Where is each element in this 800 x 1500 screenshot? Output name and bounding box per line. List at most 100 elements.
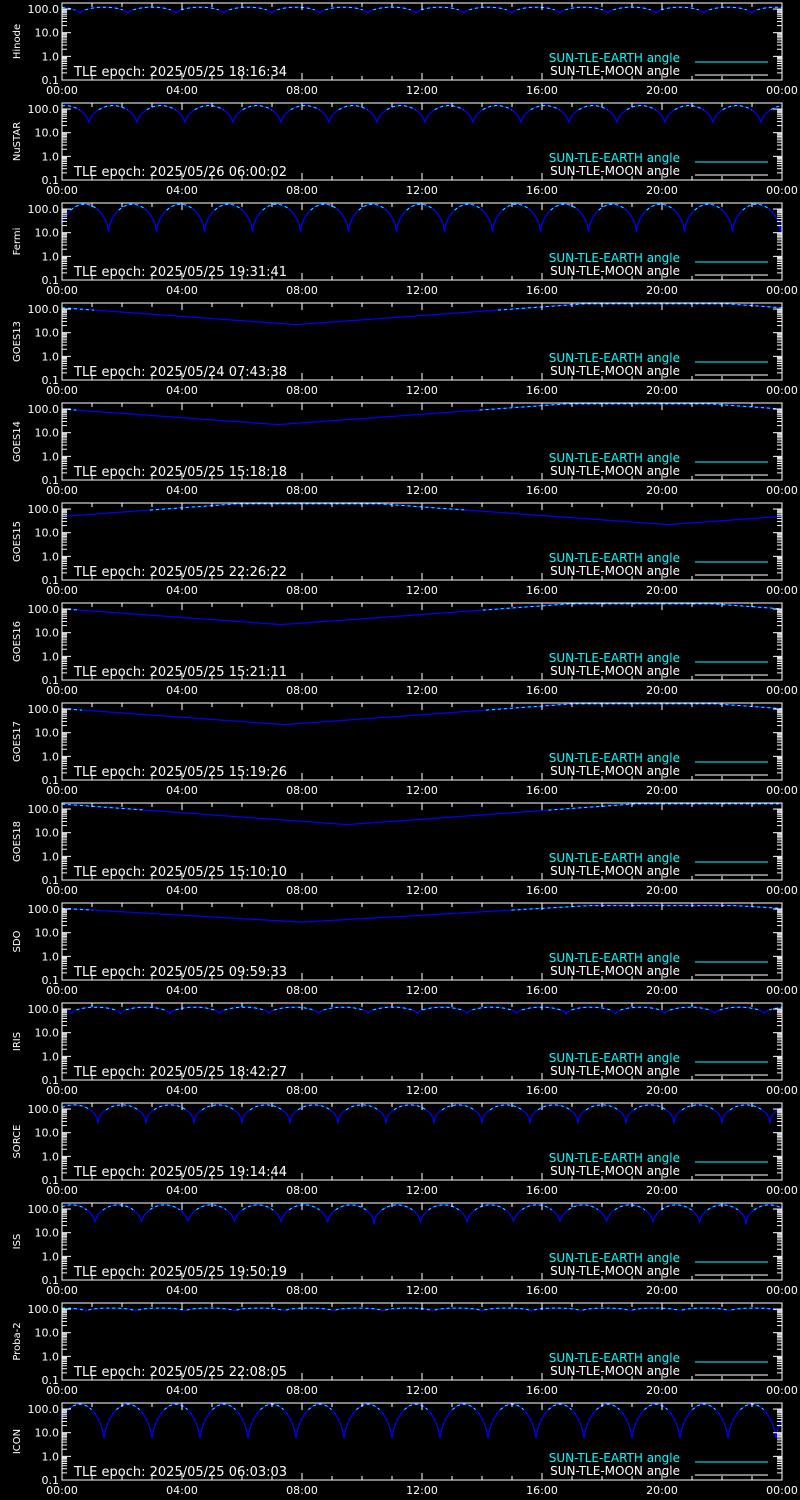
earth-angle-peak-segment xyxy=(297,1104,331,1111)
legend-earth-label: SUN-TLE-EARTH angle xyxy=(549,1051,680,1065)
panel-nustar: 100.0 10.0 1.0 0.1 00:00 04:00 08:00 12:00 16:00… xyxy=(0,100,800,200)
legend-earth-label: SUN-TLE-EARTH angle xyxy=(549,1251,680,1265)
x-tick-label: 12:00 xyxy=(406,1084,438,1097)
x-tick-label: 00:00 xyxy=(46,1384,78,1397)
x-tick-label: 16:00 xyxy=(526,684,558,697)
earth-angle-peak-segment xyxy=(164,1403,188,1411)
earth-angle-peak-segment xyxy=(262,203,291,211)
x-tick-label: 16:00 xyxy=(526,984,558,997)
y-tick-label: 0.1 xyxy=(42,1374,60,1387)
x-tick-label: 04:00 xyxy=(166,484,198,497)
legend-moon-label: SUN-TLE-MOON angle xyxy=(550,1264,680,1278)
legend-moon-label: SUN-TLE-MOON angle xyxy=(550,1464,680,1478)
legend-moon-label: SUN-TLE-MOON angle xyxy=(550,1064,680,1078)
x-tick-label: 20:00 xyxy=(646,984,678,997)
satellite-name: IRIS xyxy=(12,1032,23,1051)
earth-angle-peak-segment xyxy=(102,1204,134,1211)
legend-earth-label: SUN-TLE-EARTH angle xyxy=(549,351,680,365)
earth-angle-peak-segment xyxy=(88,1307,134,1311)
earth-angle-peak-segment xyxy=(242,105,272,111)
x-tick-label: 00:00 xyxy=(46,284,78,297)
earth-angle-peak-segment xyxy=(626,105,656,111)
panel-iris: 100.0 10.0 1.0 0.1 00:00 04:00 08:00 12:00 16:00… xyxy=(0,1000,800,1100)
satellite-name: Hinode xyxy=(12,24,23,59)
earth-angle-peak-segment xyxy=(308,1403,332,1411)
satellite-name: GOES13 xyxy=(12,321,23,362)
legend-moon-label: SUN-TLE-MOON angle xyxy=(550,1164,680,1178)
earth-angle-peak-segment xyxy=(694,203,723,211)
x-tick-label: 04:00 xyxy=(166,784,198,797)
x-tick-label: 04:00 xyxy=(166,1484,198,1497)
earth-angle-peak-segment xyxy=(214,203,243,211)
x-tick-label: 00:00 xyxy=(766,1184,798,1197)
y-tick-label: 10.0 xyxy=(35,727,60,740)
y-tick-label: 0.1 xyxy=(42,874,60,887)
earth-angle-peak-segment xyxy=(613,6,651,11)
satellite-name: SDO xyxy=(12,930,23,952)
panel-sorce: 100.0 10.0 1.0 0.1 00:00 04:00 08:00 12:00 16:00… xyxy=(0,1100,800,1200)
y-tick-label: 10.0 xyxy=(35,227,60,240)
x-tick-label: 04:00 xyxy=(166,1184,198,1197)
x-tick-label: 00:00 xyxy=(766,1384,798,1397)
y-tick-label: 1.0 xyxy=(42,1250,60,1263)
x-tick-label: 20:00 xyxy=(646,1484,678,1497)
y-tick-label: 1.0 xyxy=(42,950,60,963)
legend-earth-label: SUN-TLE-EARTH angle xyxy=(549,1351,680,1365)
earth-angle-peak-segment xyxy=(290,105,320,111)
earth-angle-peak-segment xyxy=(482,105,512,111)
legend-earth-label: SUN-TLE-EARTH angle xyxy=(549,951,680,965)
panel-plot: 100.010.01.00.100:00 04:00 08:00 12:00 16:00… xyxy=(12,1202,798,1297)
earth-angle-peak-segment xyxy=(323,1006,363,1011)
x-tick-label: 12:00 xyxy=(406,1184,438,1197)
earth-angle-peak-segment xyxy=(85,6,123,11)
panel-plot: 100.010.01.00.100:00 04:00 08:00 12:00 16:00… xyxy=(12,1102,798,1197)
y-tick-label: 0.1 xyxy=(42,674,60,687)
earth-angle-peak-segment xyxy=(224,1006,264,1011)
y-tick-label: 10.0 xyxy=(35,527,60,540)
legend-moon-label: SUN-TLE-MOON angle xyxy=(550,564,680,578)
legend-moon-label: SUN-TLE-MOON angle xyxy=(550,164,680,178)
earth-angle-peak-segment xyxy=(582,1307,629,1311)
x-tick-label: 16:00 xyxy=(526,1184,558,1197)
x-tick-label: 20:00 xyxy=(646,284,678,297)
x-tick-label: 16:00 xyxy=(526,484,558,497)
y-tick-label: 100.0 xyxy=(28,403,60,416)
x-tick-label: 00:00 xyxy=(46,984,78,997)
legend-earth-label: SUN-TLE-EARTH angle xyxy=(549,751,680,765)
x-tick-label: 04:00 xyxy=(166,1384,198,1397)
x-tick-label: 08:00 xyxy=(286,784,318,797)
x-tick-label: 08:00 xyxy=(286,384,318,397)
earth-angle-peak-segment xyxy=(681,1307,728,1311)
panel-plot: 100.010.01.00.100:00 04:00 08:00 12:00 16:00… xyxy=(12,502,798,597)
earth-angle-peak-segment xyxy=(434,1307,480,1311)
tle-epoch: TLE epoch: 2025/05/25 19:14:44 xyxy=(73,1165,287,1180)
legend-earth-label: SUN-TLE-EARTH angle xyxy=(549,1151,680,1165)
legend-earth-label: SUN-TLE-EARTH angle xyxy=(549,451,680,465)
x-tick-label: 20:00 xyxy=(646,184,678,197)
earth-angle-peak-segment xyxy=(153,1104,187,1111)
y-tick-label: 0.1 xyxy=(42,1074,60,1087)
legend-moon-label: SUN-TLE-MOON angle xyxy=(550,964,680,978)
earth-angle-peak-segment xyxy=(335,1204,367,1211)
earth-angle-peak-segment xyxy=(731,1307,778,1311)
x-tick-label: 00:00 xyxy=(766,484,798,497)
tle-epoch: TLE epoch: 2025/05/25 15:18:18 xyxy=(73,465,287,480)
x-tick-label: 00:00 xyxy=(766,884,798,897)
legend-moon-label: SUN-TLE-MOON angle xyxy=(550,864,680,878)
x-tick-label: 12:00 xyxy=(406,1284,438,1297)
x-tick-label: 00:00 xyxy=(766,984,798,997)
x-tick-label: 00:00 xyxy=(766,1284,798,1297)
x-tick-label: 00:00 xyxy=(46,1184,78,1197)
x-tick-label: 16:00 xyxy=(526,884,558,897)
x-tick-label: 04:00 xyxy=(166,384,198,397)
y-tick-label: 1.0 xyxy=(42,1450,60,1463)
x-tick-label: 00:00 xyxy=(46,1284,78,1297)
earth-angle-peak-segment xyxy=(421,6,459,11)
y-tick-label: 0.1 xyxy=(42,174,60,187)
y-tick-label: 1.0 xyxy=(42,250,60,263)
panel-plot: 100.010.01.00.100:00 04:00 08:00 12:00 16:00… xyxy=(12,1002,798,1097)
y-tick-label: 100.0 xyxy=(28,1403,60,1416)
earth-angle-peak-segment xyxy=(681,1104,715,1111)
earth-angle-peak-segment xyxy=(674,105,704,111)
x-tick-label: 08:00 xyxy=(286,1084,318,1097)
